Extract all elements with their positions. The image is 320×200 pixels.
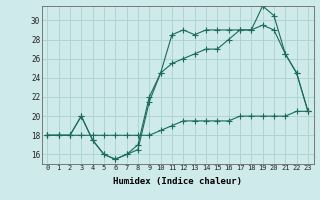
X-axis label: Humidex (Indice chaleur): Humidex (Indice chaleur) [113,177,242,186]
